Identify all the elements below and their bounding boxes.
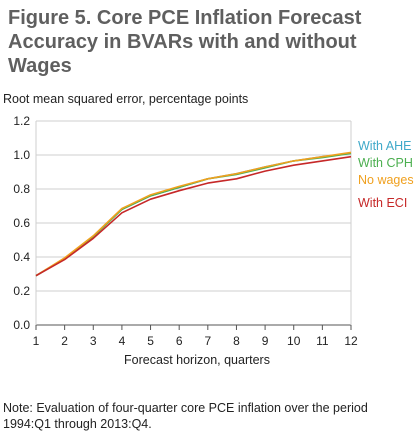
y-axis-ticks: 0.0 0.2 0.4 0.6 0.8 1.0 1.2 (13, 114, 30, 332)
x-tick-label: 1 (33, 334, 40, 348)
x-axis-label: Forecast horizon, quarters (124, 353, 270, 367)
y-tick-label: 0.8 (13, 182, 30, 196)
y-tick-label: 1.0 (13, 148, 30, 162)
x-tick-label: 11 (316, 334, 329, 348)
x-tick-label: 4 (119, 334, 126, 348)
x-tick-label: 8 (233, 334, 240, 348)
x-tick-label: 5 (147, 334, 154, 348)
x-tick-label: 12 (344, 334, 358, 348)
chart-title: Figure 5. Core PCE Inflation Forecast Ac… (8, 6, 418, 78)
y-tick-label: 0.2 (13, 284, 30, 298)
legend: With AHE With CPH No wages With ECI (358, 139, 414, 210)
legend-label-with-eci: With ECI (358, 196, 407, 210)
x-tick-label: 6 (176, 334, 183, 348)
chart-title-line-2: Accuracy in BVARs with and without Wages (8, 31, 357, 77)
footnote-line-2: 1994:Q1 through 2013:Q4. (3, 417, 152, 431)
x-tick-label: 7 (204, 334, 211, 348)
x-tick-label: 3 (90, 334, 97, 348)
y-tick-label: 0.6 (13, 216, 30, 230)
y-tick-label: 1.2 (13, 114, 30, 128)
y-tick-label: 0.4 (13, 250, 30, 264)
chart-title-line-1: Figure 5. Core PCE Inflation Forecast (8, 7, 362, 29)
y-axis-label: Root mean squared error, percentage poin… (3, 92, 249, 106)
legend-label-with-ahe: With AHE (358, 139, 412, 153)
x-tick-label: 10 (287, 334, 301, 348)
legend-label-no-wages: No wages (358, 173, 414, 187)
y-tick-label: 0.0 (13, 318, 30, 332)
series-lines (35, 151, 352, 277)
legend-label-with-cph: With CPH (358, 156, 413, 170)
x-axis-ticks: 1 2 3 4 5 6 7 8 9 10 11 12 (33, 325, 358, 348)
x-tick-label: 9 (262, 334, 269, 348)
series-line-no-wages (35, 151, 352, 277)
series-line-with-eci (35, 155, 352, 277)
chart-grid (35, 120, 352, 326)
footnote-line-1: Note: Evaluation of four-quarter core PC… (3, 401, 368, 415)
footnote: Note: Evaluation of four-quarter core PC… (3, 400, 415, 432)
x-tick-label: 2 (61, 334, 68, 348)
